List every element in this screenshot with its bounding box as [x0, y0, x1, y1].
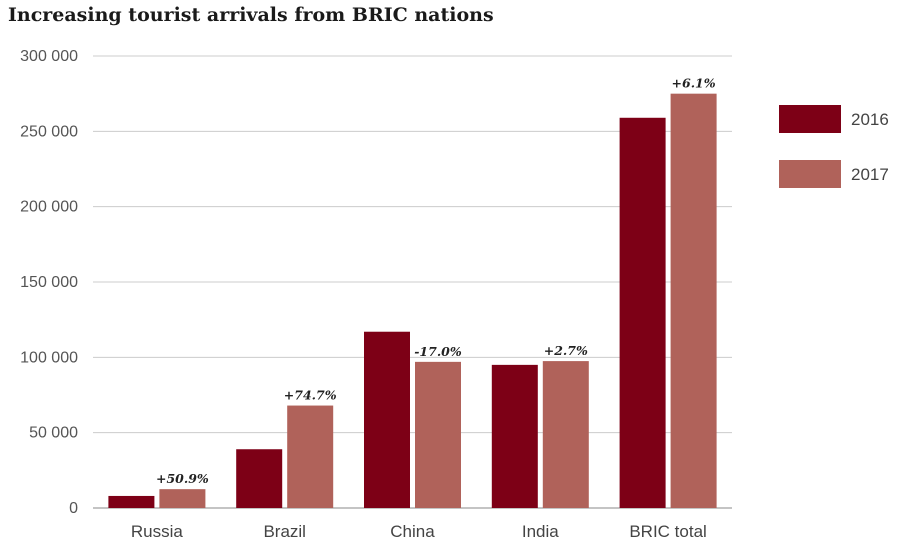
y-tick-label: 50 000 [29, 425, 78, 442]
bar-2017-india [542, 361, 589, 508]
legend-swatch-2016 [779, 105, 841, 133]
y-tick-label: 0 [69, 500, 78, 517]
legend-label: 2017 [851, 165, 889, 184]
change-label: +74.7% [284, 388, 337, 403]
bars [108, 93, 717, 509]
y-tick-label: 250 000 [20, 123, 78, 140]
bar-2016-bric-total [619, 117, 666, 509]
x-category-label: India [522, 522, 559, 541]
bar-2016-russia [108, 495, 155, 508]
bar-2016-china [364, 331, 410, 508]
bar-2017-bric-total [670, 93, 717, 509]
bar-2017-russia [159, 489, 206, 508]
bar-2017-brazil [287, 405, 334, 508]
bar-2017-china [415, 361, 461, 508]
bar-2016-brazil [236, 449, 283, 508]
change-label: +50.9% [156, 471, 209, 486]
change-label: +2.7% [544, 343, 588, 358]
x-category-label: Russia [131, 522, 184, 541]
legend-label: 2016 [851, 110, 889, 129]
x-category-label: BRIC total [629, 522, 706, 541]
y-tick-label: 150 000 [20, 274, 78, 291]
legend-swatch-2017 [779, 160, 841, 188]
change-label: -17.0% [414, 344, 462, 359]
x-category-label: Brazil [263, 522, 306, 541]
chart-title: Increasing tourist arrivals from BRIC na… [8, 4, 494, 26]
x-category-label: China [390, 522, 435, 541]
y-tick-label: 200 000 [20, 199, 78, 216]
y-tick-label: 100 000 [20, 349, 78, 366]
bar-annotations: +50.9% +74.7% -17.0% +2.7% +6.1% [156, 76, 716, 486]
x-axis-categories: Russia Brazil China India BRIC total [131, 522, 707, 541]
legend: 2016 2017 [779, 105, 889, 188]
bar-2016-india [491, 364, 538, 508]
change-label: +6.1% [672, 76, 716, 91]
y-tick-label: 300 000 [20, 48, 78, 65]
y-axis-ticks: 0 50 000 100 000 150 000 200 000 250 000 300 0… [20, 48, 78, 517]
